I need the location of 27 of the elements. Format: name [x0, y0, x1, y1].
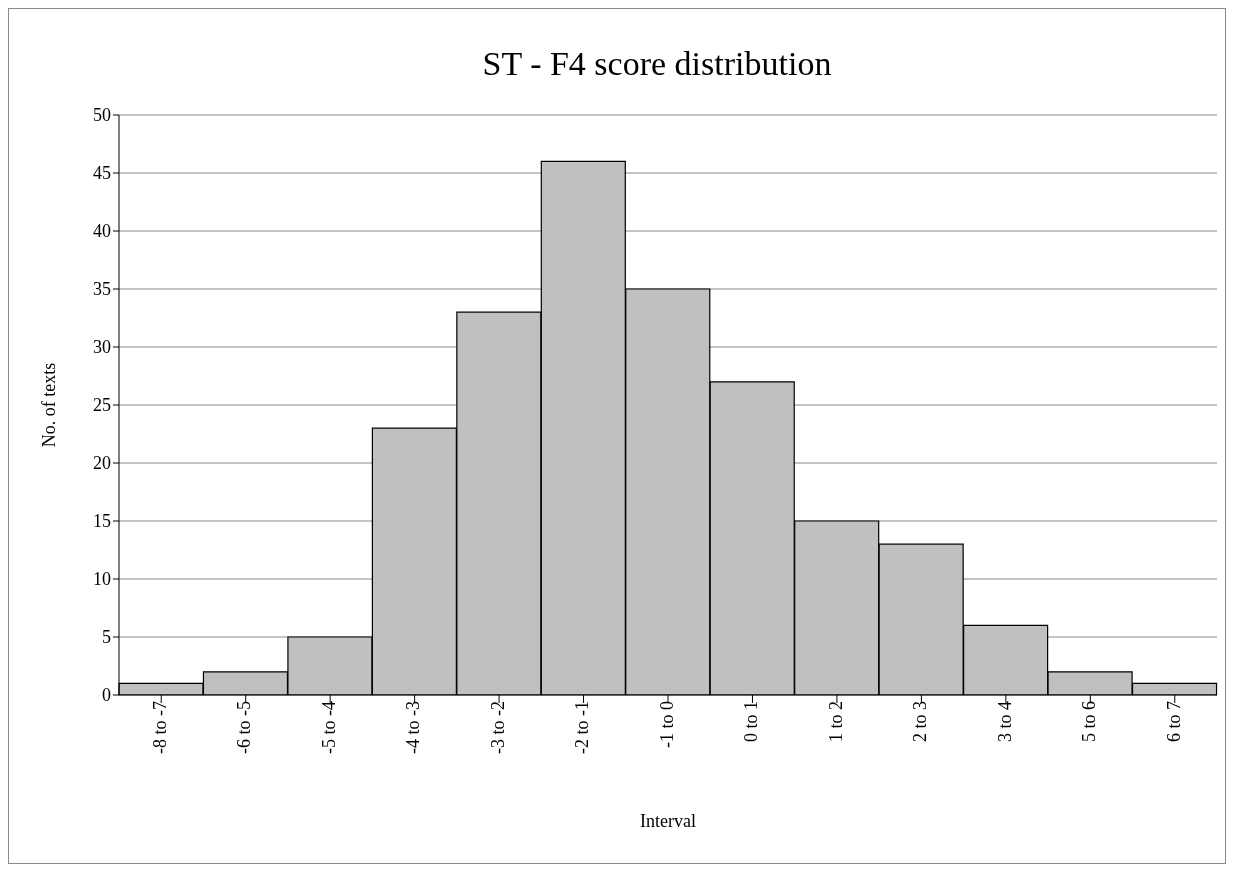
y-tick-label: 35	[93, 279, 111, 300]
y-tick-label: 20	[93, 453, 111, 474]
x-tick-label: 3 to 4	[994, 701, 1015, 743]
y-tick-label: 15	[93, 511, 111, 532]
y-tick-label: 40	[93, 221, 111, 242]
y-tick-label: 30	[93, 337, 111, 358]
x-tick-label: -2 to -1	[572, 701, 593, 754]
y-tick-label: 25	[93, 395, 111, 416]
x-tick-label: 1 to 2	[825, 701, 846, 743]
x-tick-label: -3 to -2	[487, 701, 508, 754]
x-tick-label: 2 to 3	[910, 701, 931, 743]
y-tick-label: 0	[102, 685, 111, 706]
x-tick-label: -8 to -7	[150, 701, 171, 754]
y-tick-label: 5	[102, 627, 111, 648]
x-axis-title: Interval	[640, 811, 696, 831]
y-axis-title: No. of texts	[39, 362, 60, 448]
x-tick-label: -5 to -4	[318, 701, 339, 754]
x-tick-label: 6 to 7	[1163, 701, 1184, 743]
y-tick-label: 45	[93, 163, 111, 184]
y-tick-label: 10	[93, 569, 111, 590]
x-tick-label: -4 to -3	[403, 701, 424, 754]
x-tick-label: -1 to 0	[656, 701, 677, 748]
x-tick-label: 0 to 1	[741, 701, 762, 743]
y-tick-label: 50	[93, 105, 111, 126]
x-tick-label: -6 to -5	[234, 701, 255, 754]
chart-title: ST - F4 score distribution	[481, 45, 833, 84]
x-tick-label: 5 to 6	[1079, 701, 1100, 743]
